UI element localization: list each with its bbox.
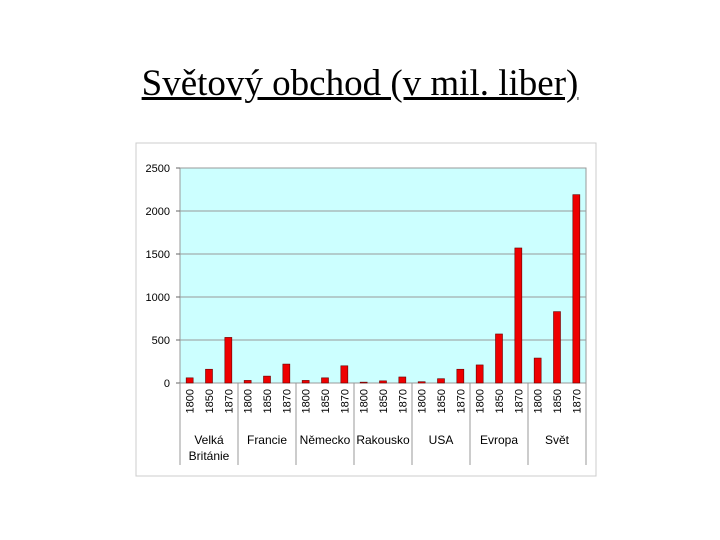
bar xyxy=(224,337,233,384)
bar xyxy=(495,333,503,384)
bar xyxy=(456,368,465,384)
y-tick-label: 500 xyxy=(152,335,170,347)
bar xyxy=(379,380,387,384)
x-tick-label: 1850 xyxy=(262,389,274,413)
x-tick-label: 1850 xyxy=(378,389,390,413)
group-label: USA xyxy=(428,433,454,447)
bar xyxy=(205,368,213,384)
x-tick-label: 1850 xyxy=(204,389,216,413)
bar xyxy=(437,378,445,384)
x-tick-label: 1800 xyxy=(301,389,313,413)
bar xyxy=(359,381,368,384)
group-label: Svět xyxy=(544,433,569,447)
bar xyxy=(321,377,329,384)
group-label: Rakousko xyxy=(356,433,410,447)
x-tick-label: 1800 xyxy=(417,389,429,413)
x-tick-label: 1870 xyxy=(339,389,351,413)
bar xyxy=(340,365,349,384)
bar xyxy=(514,247,523,384)
bar xyxy=(185,377,194,384)
bar xyxy=(301,380,310,384)
group-label: Evropa xyxy=(479,433,519,447)
x-tick-label: 1870 xyxy=(571,389,583,413)
x-tick-label: 1850 xyxy=(320,389,332,413)
bar xyxy=(282,363,291,384)
bar xyxy=(417,381,426,384)
y-tick-label: 2000 xyxy=(146,206,170,218)
x-tick-label: 1800 xyxy=(185,389,197,413)
x-tick-label: 1870 xyxy=(397,389,409,413)
bar xyxy=(533,357,542,384)
bar xyxy=(475,364,484,384)
x-tick-label: 1850 xyxy=(494,389,506,413)
x-tick-label: 1850 xyxy=(436,389,448,413)
x-tick-label: 1800 xyxy=(475,389,487,413)
x-tick-label: 1870 xyxy=(455,389,467,413)
y-tick-label: 1500 xyxy=(146,249,170,261)
slide-title: Světový obchod (v mil. liber) xyxy=(141,63,579,104)
bar xyxy=(398,376,407,384)
group-label: Francie xyxy=(246,433,287,447)
x-tick-label: 1870 xyxy=(513,389,525,413)
x-tick-label: 1870 xyxy=(281,389,293,413)
x-tick-label: 1870 xyxy=(223,389,235,413)
bar xyxy=(553,311,561,384)
x-tick-label: 1850 xyxy=(552,389,564,413)
y-tick-label: 1000 xyxy=(146,292,170,304)
bar xyxy=(572,194,581,384)
bar xyxy=(263,375,271,384)
x-tick-label: 1800 xyxy=(359,389,371,413)
x-tick-label: 1800 xyxy=(533,389,545,413)
group-label: Velká Británie xyxy=(188,433,230,463)
y-tick-label: 0 xyxy=(164,378,170,390)
y-tick-label: 2500 xyxy=(146,163,170,175)
x-tick-label: 1800 xyxy=(243,389,255,413)
group-label: Německo xyxy=(299,433,351,447)
bar xyxy=(243,380,252,384)
plot-area xyxy=(179,167,587,384)
